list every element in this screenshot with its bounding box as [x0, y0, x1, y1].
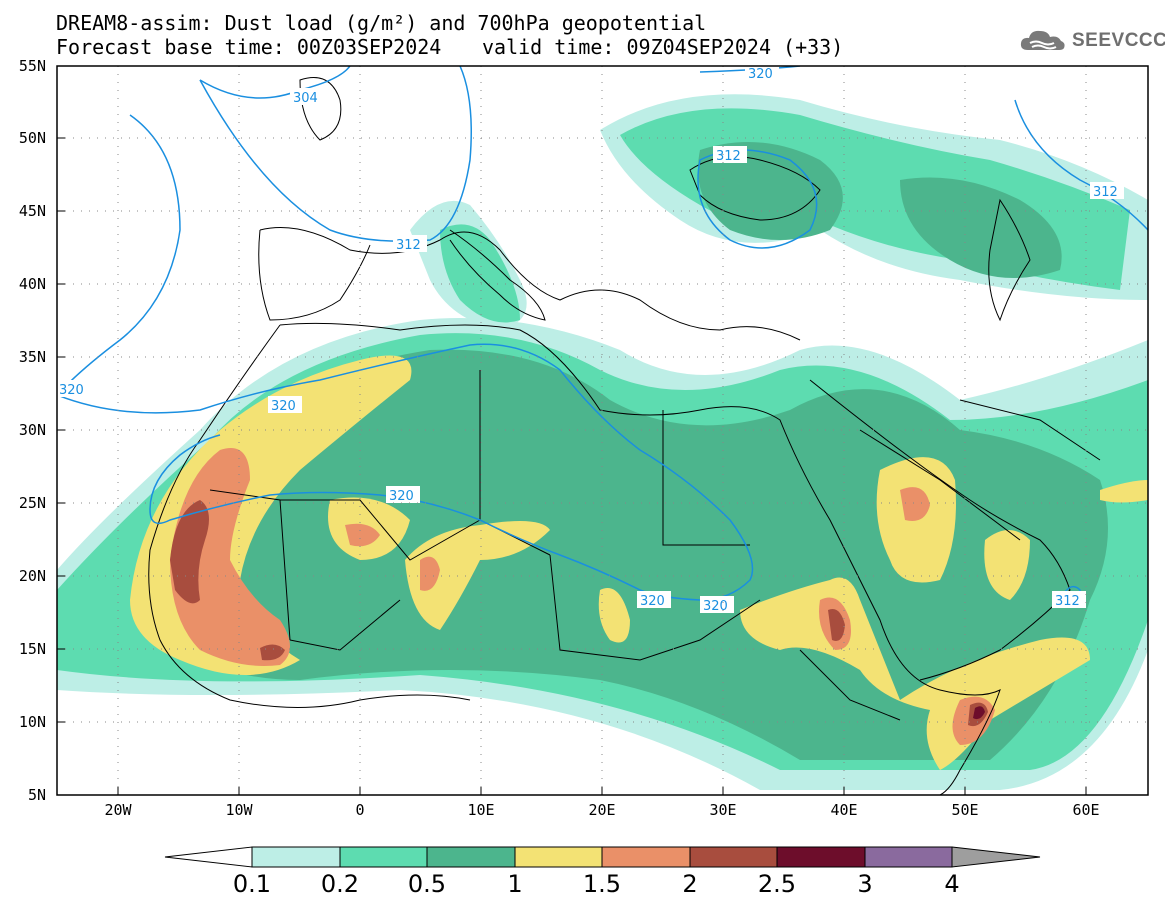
lat-label: 15N: [18, 640, 46, 658]
colorbar-tick-label: 3: [857, 870, 873, 898]
saudi-border: [859, 429, 1021, 541]
colorbar-tick-label: 4: [944, 870, 960, 898]
lon-label: 50E: [951, 801, 979, 819]
algeria-border: [280, 499, 481, 561]
lon-label: 40E: [830, 801, 858, 819]
tick-marks: [57, 65, 1087, 795]
lon-label: 0: [355, 801, 365, 819]
dust-band-1.0-sudan: [598, 588, 630, 643]
iberia: [258, 229, 371, 321]
sudan-border: [549, 554, 761, 661]
cloud-icon: [1020, 30, 1065, 50]
colorbar-tick-label: 0.1: [232, 870, 272, 898]
dust-band-2.5: [973, 706, 985, 720]
lat-label: 55N: [18, 57, 46, 75]
dust-band-0.5-black-sea: [698, 142, 843, 240]
colorbar-segment: [426, 846, 516, 868]
colorbar-tick-label: 1.5: [582, 870, 622, 898]
lat-label: 5N: [27, 786, 46, 804]
colorbar-segment: [514, 846, 603, 868]
contour-312-blacksea: [697, 149, 818, 249]
mauritania-border: [209, 489, 291, 641]
colorbar-under-arrow: [164, 846, 253, 868]
contour-label: 320: [640, 594, 665, 609]
contour-label: 320: [748, 67, 773, 82]
colorbar-segment: [864, 846, 953, 868]
colorbar-tick-label: 0.2: [320, 870, 360, 898]
great-britain: [299, 77, 342, 141]
logo-text: SEEVCCC: [1072, 30, 1165, 51]
contour-label: 312: [396, 238, 421, 253]
coastlines: [148, 77, 1101, 795]
dust-band-1.0-oman: [984, 530, 1030, 600]
ethiopia-border: [799, 649, 901, 721]
colorbar-segment: [776, 846, 866, 868]
lat-label: 25N: [18, 494, 46, 512]
dust-band-1.5-mali: [345, 523, 380, 547]
arabia-coast: [809, 379, 1071, 681]
contour-304: [199, 66, 351, 99]
colorbar-tick-label: 1: [507, 870, 523, 898]
dust-band-2.0-eritrea: [828, 609, 845, 641]
caspian: [988, 198, 1031, 322]
colorbar-segment: [601, 846, 691, 868]
contour-312-west: [57, 114, 181, 396]
lat-label: 10N: [18, 713, 46, 731]
dust-band-1.0-gulf: [1100, 480, 1148, 503]
lon-label: 20W: [104, 801, 132, 819]
dust-band-1.0-niger: [405, 521, 550, 630]
contour-label: 320: [271, 399, 296, 414]
dust-band-1.5-arabia: [900, 487, 930, 521]
dust-band-0.2-italy: [440, 224, 520, 323]
colorbar-segment: [339, 846, 428, 868]
lon-label: 10E: [467, 801, 495, 819]
contour-labels: 304 320 312 312 312 320 320 320 320 320 …: [57, 64, 1124, 614]
contour-label: 320: [703, 599, 728, 614]
dust-band-1.5-niger: [420, 556, 440, 591]
contour-312-east: [1014, 99, 1148, 231]
dust-band-2.0: [170, 500, 209, 604]
contour-label: 320: [389, 489, 414, 504]
dust-band-0.5-caspian: [900, 177, 1062, 278]
italy: [449, 229, 546, 321]
iran-border: [959, 399, 1101, 461]
colorbar: [164, 846, 1041, 868]
lat-label: 45N: [18, 202, 46, 220]
colorbar-tick-label: 2.5: [757, 870, 797, 898]
colorbar-tick-label: 0.5: [407, 870, 447, 898]
mali-border: [289, 599, 401, 651]
colorbar-segment: [689, 846, 778, 868]
lat-label: 35N: [18, 348, 46, 366]
lat-label: 30N: [18, 421, 46, 439]
lon-label: 30E: [709, 801, 737, 819]
seevccc-logo: SEEVCCC: [1018, 26, 1165, 56]
contour-label: 320: [59, 383, 84, 398]
colorbar-segment: [251, 846, 341, 868]
europe-coast: [259, 227, 801, 341]
valid-time: valid time: 09Z04SEP2024 (+33): [482, 35, 844, 59]
colorbar-tick-label: 2: [682, 870, 698, 898]
contour-label: 312: [1055, 594, 1080, 609]
dust-band-2.0-mali: [260, 644, 285, 661]
contour-label: 304: [293, 91, 318, 106]
contour-320-sahara: [57, 343, 754, 601]
lat-label: 50N: [18, 129, 46, 147]
africa-coast: [279, 322, 1001, 795]
egypt-border: [662, 410, 750, 546]
forecast-base-time: Forecast base time: 00Z03SEP2024: [56, 35, 442, 59]
lon-label: 20E: [588, 801, 616, 819]
lon-label: 10W: [225, 801, 253, 819]
lon-label: 60E: [1072, 801, 1100, 819]
colorbar-over-arrow: [951, 846, 1041, 868]
map-title: DREAM8-assim: Dust load (g/m²) and 700hP…: [56, 11, 707, 35]
west-africa-coast: [148, 324, 471, 708]
contour-label: 312: [716, 149, 741, 164]
lat-label: 40N: [18, 275, 46, 293]
lat-label: 20N: [18, 567, 46, 585]
contour-label: 312: [1093, 185, 1118, 200]
